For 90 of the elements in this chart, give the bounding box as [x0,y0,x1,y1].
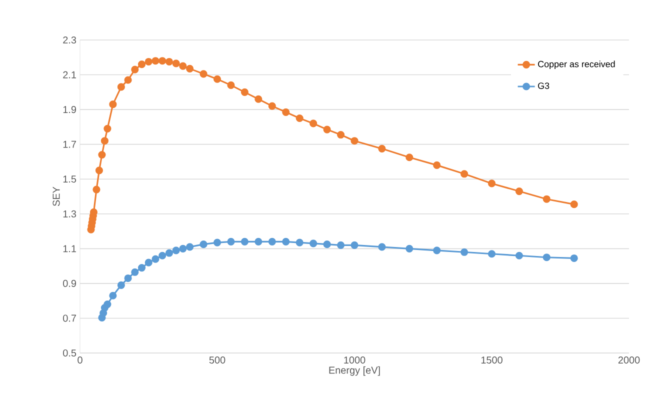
point [131,66,139,74]
point [95,166,104,174]
point [100,137,108,145]
point [227,81,235,89]
point [406,154,414,162]
point [350,241,358,249]
point [200,240,208,248]
point [179,62,187,70]
point [213,238,222,246]
point [213,75,222,83]
point [406,244,414,252]
point [336,241,345,249]
point [172,246,180,254]
point [310,120,318,128]
point [488,250,496,258]
point [165,58,174,66]
point [152,255,160,263]
point [172,60,180,68]
point [90,208,98,216]
point [138,60,146,68]
point [378,144,386,152]
point [254,238,262,246]
point [138,264,146,272]
point [268,238,276,246]
point [282,108,290,116]
y-tick-label: 2.3 [63,36,76,44]
point [515,187,523,196]
point [240,238,248,246]
point [109,292,117,300]
y-tick-label: 0.9 [63,280,76,287]
point [240,88,248,96]
point [144,258,152,266]
point [152,57,160,65]
point [144,58,152,66]
point [433,246,441,254]
y-tick-label: 2.1 [63,71,76,78]
point [158,57,166,65]
y-tick-label: 0.5 [63,349,76,357]
point [179,244,187,252]
point [350,137,358,145]
point [515,252,523,260]
point [310,240,318,248]
point [570,254,578,262]
point [117,83,125,91]
x-tick-label: 1500 [481,356,502,364]
point [460,170,468,178]
point [282,238,290,246]
point [158,252,166,260]
point [254,95,262,103]
point [336,130,345,139]
point [378,243,386,251]
point [186,64,194,72]
x-tick-label: 500 [209,356,226,364]
point [323,240,331,248]
point [460,248,468,256]
point [104,124,112,132]
x-tick-label: 1000 [344,356,366,364]
y-axis-title: SEY [52,186,60,206]
point [124,274,132,282]
y-tick-label: 1.9 [63,106,76,114]
point [268,102,276,110]
point [570,200,578,208]
y-tick-label: 1.1 [63,245,76,252]
point [124,76,132,84]
point [542,195,550,203]
point [227,238,235,246]
point [186,243,194,251]
point [200,70,208,78]
y-tick-label: 0.7 [63,314,76,322]
point [98,150,106,159]
point [117,281,125,289]
point [542,254,550,262]
point [323,126,331,134]
x-tick-label: 2000 [618,356,640,364]
point [92,186,100,194]
point [296,238,304,246]
y-tick-label: 1.7 [63,140,76,148]
y-tick-label: 1.3 [63,210,76,218]
x-tick-label: 0 [78,356,82,364]
legend-label: Copper as received [538,60,615,70]
point [104,300,112,308]
point [296,114,304,122]
y-tick-label: 1.5 [63,176,76,183]
x-axis-title: Energy [eV] [329,366,380,376]
point [488,180,496,188]
point [109,100,117,108]
point [433,161,441,169]
point [165,249,174,257]
point [131,268,139,276]
legend-label: G3 [538,82,550,89]
